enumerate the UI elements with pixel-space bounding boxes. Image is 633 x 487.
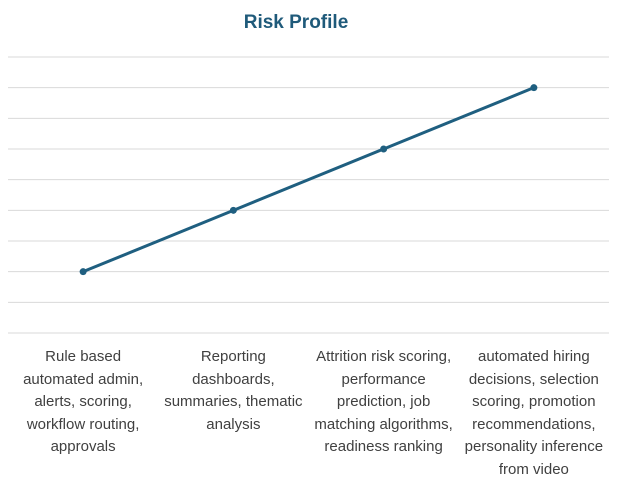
x-tick-label: Reporting dashboards, summaries, themati…	[164, 348, 303, 433]
x-tick-label: Rule based automated admin, alerts, scor…	[23, 348, 144, 455]
data-point	[79, 268, 87, 276]
data-point	[380, 145, 388, 153]
x-tick-label: automated hiring decisions, selection sc…	[464, 348, 604, 478]
data-point	[229, 206, 237, 214]
line-series	[82, 86, 535, 274]
chart-title: Risk Profile	[244, 12, 349, 33]
data-point	[530, 84, 538, 92]
x-tick-label: Attrition risk scoring, performance pred…	[314, 348, 453, 455]
